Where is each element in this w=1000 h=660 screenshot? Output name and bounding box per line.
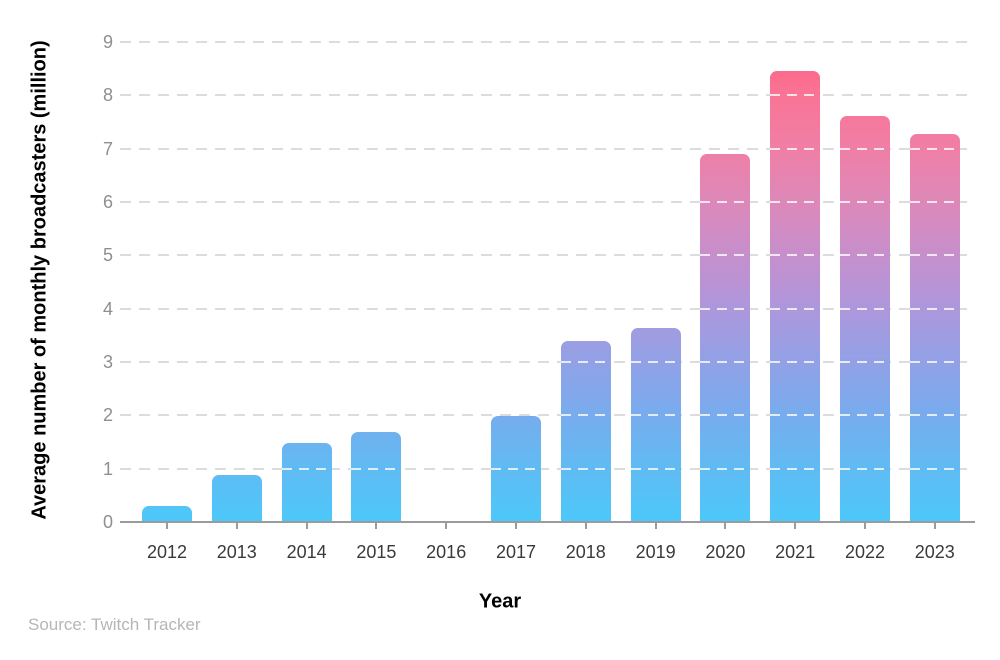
gridline-5 <box>120 254 975 257</box>
bar-gridline <box>630 414 681 417</box>
bar-gridline <box>700 414 751 417</box>
x-tick-label-2016: 2016 <box>426 542 467 562</box>
x-tick-label-2015: 2015 <box>356 542 397 562</box>
bar-gridline <box>770 307 821 310</box>
bar-gridline <box>770 94 821 97</box>
x-tick-2012 <box>166 523 168 529</box>
bar-gridline <box>770 414 821 417</box>
x-tick-2021 <box>794 523 797 529</box>
plot-area <box>120 41 975 522</box>
x-tick-label-2023: 2023 <box>914 542 955 562</box>
bar-gridline <box>700 254 751 257</box>
bar-2023 <box>909 133 960 522</box>
bar-gridline <box>770 467 821 470</box>
bar-gridline <box>560 414 611 417</box>
gridline-7 <box>120 147 975 150</box>
bar-gridline <box>700 361 751 363</box>
bar-gridline <box>909 147 960 150</box>
x-axis-title: Year <box>478 590 522 613</box>
gridline-1 <box>120 467 975 470</box>
bar-gridline <box>351 467 402 470</box>
x-tick-label-2018: 2018 <box>565 542 606 562</box>
bar-gridline <box>700 307 751 310</box>
y-tick-label-5: 5 <box>102 245 113 266</box>
x-axis-line <box>120 521 975 523</box>
bar-2012 <box>142 506 192 522</box>
bar-gridline <box>840 201 890 203</box>
bar-gridline <box>909 201 960 203</box>
y-tick-label-2: 2 <box>102 405 113 426</box>
bar-gridline <box>770 254 821 257</box>
bar-gridline <box>840 467 890 470</box>
bar-gridline <box>909 361 960 363</box>
bar-gridline <box>840 147 890 150</box>
y-tick-label-0: 0 <box>102 512 113 532</box>
bar-2017 <box>491 415 541 522</box>
y-tick-label-3: 3 <box>102 352 113 372</box>
y-tick-label-8: 8 <box>102 85 113 106</box>
bar-gridline <box>840 361 890 363</box>
bar-2022 <box>840 115 890 522</box>
bar-2018 <box>560 341 611 522</box>
x-tick-label-2020: 2020 <box>705 542 746 562</box>
x-tick-2018 <box>584 523 587 529</box>
x-tick-label-2019: 2019 <box>635 542 676 562</box>
y-axis-title: Average number of monthly broadcasters (… <box>28 40 51 520</box>
x-tick-2022 <box>864 523 866 529</box>
bar-gridline <box>560 361 611 363</box>
bar-2014 <box>281 442 332 522</box>
y-tick-label-6: 6 <box>102 192 113 212</box>
gridline-8 <box>120 94 975 97</box>
bar-2019 <box>630 328 681 522</box>
bar-2013 <box>211 474 262 522</box>
source-caption: Source: Twitch Tracker <box>28 615 201 634</box>
bar-gridline <box>770 361 821 363</box>
bar-gridline <box>909 307 960 310</box>
gridline-3 <box>120 361 975 363</box>
bar-gridline <box>630 467 681 470</box>
bar-gridline <box>909 254 960 257</box>
bar-gridline <box>700 201 751 203</box>
x-tick-label-2017: 2017 <box>495 542 537 562</box>
bar-2020 <box>700 154 751 522</box>
y-tick-label-4: 4 <box>102 298 113 319</box>
bar-gridline <box>909 414 960 417</box>
bar-gridline <box>630 361 681 363</box>
x-tick-2017 <box>515 523 517 529</box>
y-tick-label-7: 7 <box>102 138 113 159</box>
bar-gridline <box>840 254 890 257</box>
bar-gridline <box>491 467 541 470</box>
x-tick-2014 <box>305 523 308 529</box>
y-tick-label-9: 9 <box>102 32 113 52</box>
gridline-9 <box>120 41 975 43</box>
gridline-4 <box>120 307 975 310</box>
x-tick-label-2013: 2013 <box>216 542 257 562</box>
x-tick-label-2021: 2021 <box>775 542 816 562</box>
bar-gridline <box>909 467 960 470</box>
bar-2021 <box>770 70 821 522</box>
gridline-2 <box>120 414 975 417</box>
bar-gridline <box>700 467 751 470</box>
gridline-6 <box>120 201 975 203</box>
x-tick-2019 <box>654 523 657 529</box>
bar-gridline <box>770 201 821 203</box>
x-tick-2015 <box>375 523 378 529</box>
x-tick-label-2022: 2022 <box>844 542 886 562</box>
x-tick-label-2012: 2012 <box>146 542 188 562</box>
bar-gridline <box>281 467 332 470</box>
bar-gridline <box>560 467 611 470</box>
x-tick-label-2014: 2014 <box>286 542 327 562</box>
x-tick-2016 <box>445 523 448 529</box>
bar-gridline <box>770 147 821 150</box>
x-tick-2013 <box>235 523 238 529</box>
bar-gridline <box>840 307 890 310</box>
x-tick-2020 <box>724 523 727 529</box>
y-tick-label-1: 1 <box>102 458 113 479</box>
bar-gridline <box>840 414 890 417</box>
x-tick-2023 <box>933 523 936 529</box>
bar-2015 <box>351 431 402 522</box>
